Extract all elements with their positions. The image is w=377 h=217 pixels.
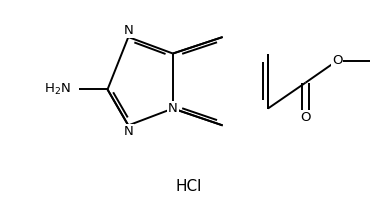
Text: N: N [168, 102, 178, 115]
Text: HCl: HCl [175, 179, 202, 194]
Text: H$_2$N: H$_2$N [44, 82, 70, 97]
Text: N: N [123, 125, 133, 138]
Text: O: O [300, 111, 311, 124]
Text: O: O [332, 54, 342, 67]
Text: N: N [123, 24, 133, 37]
